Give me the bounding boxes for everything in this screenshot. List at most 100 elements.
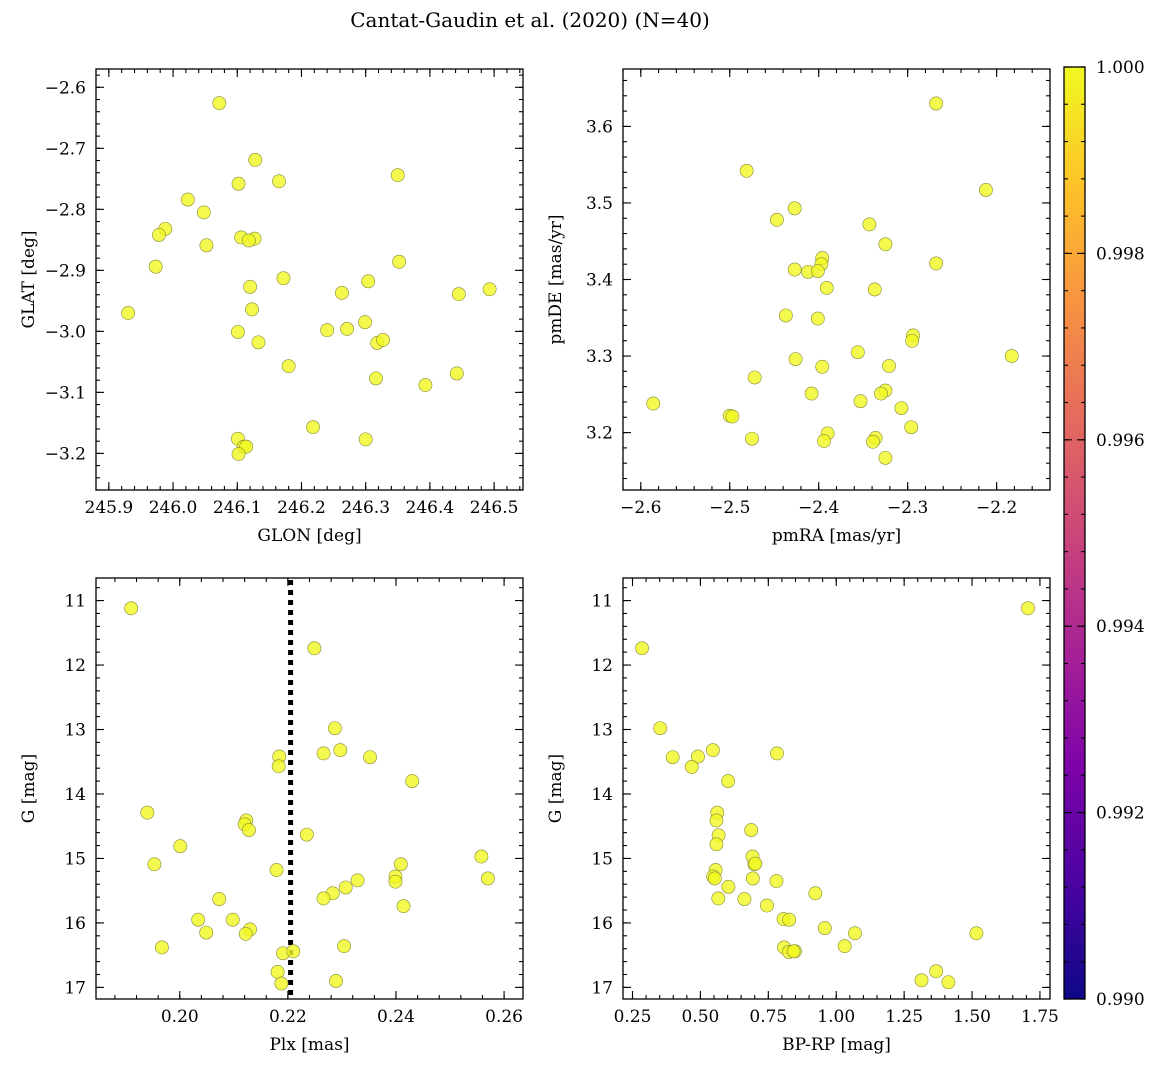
x-tick-label: −2.5: [709, 498, 750, 518]
data-point: [817, 434, 831, 448]
y-tick-label: −3.2: [45, 444, 86, 464]
y-tick-label: 3.5: [586, 194, 613, 214]
data-point: [969, 926, 984, 941]
data-point: [747, 370, 762, 385]
data-point: [316, 891, 331, 906]
x-tick-label: 246.4: [406, 498, 455, 518]
data-point: [808, 886, 823, 901]
panel-glon-glat: 245.9 246.0 246.1 246.2 246.3 246.4 246.5 −2.6 −…: [19, 68, 524, 546]
data-point: [376, 333, 390, 347]
data-point: [874, 386, 888, 401]
scatter-points: [124, 601, 495, 991]
data-point: [787, 201, 802, 216]
y-axis-label: pmDE [mas/yr]: [546, 214, 566, 344]
minor-ticks: [96, 578, 523, 999]
data-point: [243, 279, 258, 294]
data-point: [271, 759, 286, 774]
data-point: [905, 333, 920, 348]
data-point: [725, 409, 740, 424]
axes-frame: [622, 68, 1051, 491]
scatter-points: [121, 96, 497, 461]
data-point: [242, 823, 256, 837]
data-point: [894, 401, 909, 415]
minor-ticks: [623, 578, 1050, 999]
data-point: [867, 282, 882, 297]
axes-frame: [95, 68, 524, 491]
data-point: [350, 873, 365, 888]
data-point: [810, 264, 825, 278]
y-tick-label: 15: [64, 849, 86, 869]
data-point: [316, 746, 331, 761]
data-point: [272, 174, 286, 189]
data-point: [340, 322, 354, 336]
data-point: [804, 386, 819, 401]
data-point: [782, 912, 797, 927]
x-tick-label: 246.5: [470, 498, 519, 518]
data-point: [269, 863, 284, 877]
y-axis-label: G [mag]: [19, 754, 39, 823]
y-tick-label: 12: [64, 656, 86, 676]
colorbar-tick-label: 0.996: [1096, 431, 1145, 451]
y-tick-label: 17: [591, 978, 613, 998]
y-tick-label: 3.3: [586, 347, 613, 367]
data-point: [307, 641, 322, 656]
data-point: [393, 857, 408, 872]
data-point: [929, 96, 944, 111]
data-point: [225, 912, 240, 927]
data-point: [396, 899, 411, 914]
data-point: [405, 774, 420, 788]
data-point: [745, 431, 759, 446]
data-point: [173, 839, 188, 854]
x-tick-label: 0.24: [377, 1007, 415, 1027]
data-point: [653, 721, 668, 736]
data-point: [706, 743, 720, 758]
panel-plx-g: 0.20 0.22 0.24 0.26 11 12 13 14 15 16 17 Plx [mas] G…: [19, 577, 524, 1055]
figure-title: Cantat-Gaudin et al. (2020) (N=40): [350, 8, 710, 32]
y-tick-label: 3.2: [586, 424, 613, 444]
x-tick-label: −2.2: [976, 498, 1017, 518]
x-axis-label: GLON [deg]: [257, 526, 361, 546]
y-axis-label: G [mag]: [546, 754, 566, 823]
x-tick-label: 0.75: [749, 1007, 787, 1027]
data-point: [121, 306, 136, 320]
data-point: [299, 827, 314, 842]
data-point: [769, 212, 784, 227]
data-point: [721, 774, 736, 788]
panel-bprp-g: 0.25 0.50 0.75 1.00 1.25 1.50 1.75 11 12 13 14 15 16…: [546, 577, 1059, 1055]
x-axis-label: BP-RP [mag]: [782, 1035, 891, 1055]
data-point: [369, 371, 383, 386]
data-point: [1021, 601, 1035, 616]
y-tick-label: −2.8: [45, 200, 86, 220]
data-point: [665, 750, 680, 765]
data-point: [810, 311, 825, 326]
data-point: [363, 750, 377, 765]
colorbar-tick-label: 0.998: [1096, 244, 1145, 264]
data-point: [390, 168, 405, 183]
data-point: [941, 975, 956, 990]
colorbar-tick-label: 0.994: [1096, 617, 1145, 637]
data-point: [231, 447, 246, 461]
data-point: [180, 192, 195, 207]
data-point: [760, 898, 774, 913]
data-point: [709, 837, 724, 852]
data-point: [248, 153, 263, 167]
minor-ticks: [622, 69, 1051, 490]
y-tick-label: 16: [64, 914, 86, 934]
panels: 245.9 246.0 246.1 246.2 246.3 246.4 246.5−2.6−…: [19, 68, 1059, 1055]
data-point: [866, 434, 880, 449]
data-point: [251, 335, 266, 350]
colorbar-tick-label: 1.000: [1096, 58, 1145, 78]
data-point: [878, 450, 893, 465]
data-point: [862, 217, 877, 232]
data-point: [418, 378, 433, 392]
y-tick-label: 3.6: [586, 117, 613, 137]
data-point: [140, 805, 155, 820]
data-point: [286, 944, 301, 959]
y-tick-label: 16: [591, 914, 613, 934]
data-point: [737, 892, 752, 906]
data-point: [815, 359, 830, 374]
data-point: [245, 302, 259, 317]
y-tick-label: 13: [591, 721, 613, 741]
data-point: [281, 359, 296, 374]
